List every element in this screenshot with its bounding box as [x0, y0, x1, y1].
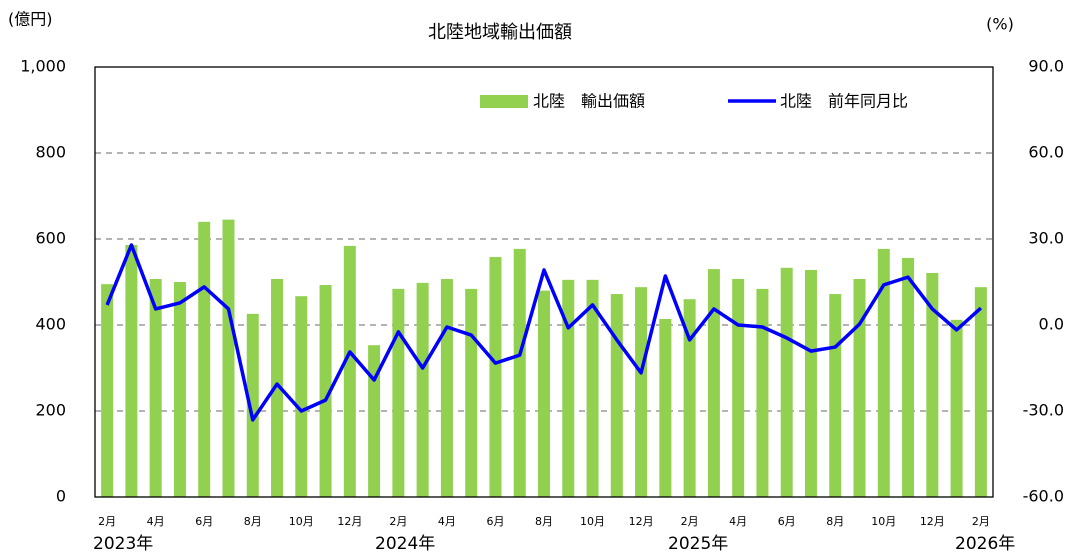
bar	[853, 278, 866, 497]
y2-tick-label: -30.0	[1023, 401, 1064, 420]
bar	[392, 288, 405, 497]
x-tick-label: 12月	[920, 515, 945, 528]
plot-frame	[94, 66, 994, 498]
bar	[562, 279, 575, 497]
y-tick-label: 1,000	[20, 57, 66, 76]
bar	[707, 269, 720, 497]
bar	[756, 288, 769, 497]
y-unit: (億円)	[8, 10, 53, 29]
x-tick-label: 2月	[681, 515, 699, 528]
bar	[465, 288, 478, 497]
x-tick-label: 6月	[778, 515, 796, 528]
bar	[780, 267, 793, 497]
bar	[513, 248, 526, 497]
bar	[198, 221, 211, 498]
bar	[538, 290, 550, 497]
x-tick-label: 10月	[289, 515, 314, 528]
bar	[101, 284, 114, 497]
y2-tick-label: -60.0	[1023, 487, 1064, 506]
bar	[659, 318, 672, 497]
year-label: 2023年	[93, 534, 153, 554]
x-tick-label: 8月	[826, 515, 844, 528]
x-tick-label: 2月	[972, 515, 990, 528]
legend-swatch	[480, 95, 528, 108]
bar	[295, 296, 308, 497]
year-label: 2025年	[668, 534, 728, 554]
line-series	[105, 243, 983, 422]
x-tick-label: 10月	[580, 515, 605, 528]
bar	[635, 287, 648, 497]
y-tick-label: 200	[35, 401, 66, 420]
bar	[343, 245, 356, 497]
y2-tick-label: 90.0	[1028, 57, 1064, 76]
y2-tick-label: 30.0	[1028, 229, 1064, 248]
bar	[804, 269, 817, 497]
x-tick-label: 12月	[337, 515, 362, 528]
x-tick-label: 6月	[486, 515, 504, 528]
x-tick-label: 8月	[244, 515, 262, 528]
year-label: 2024年	[375, 534, 435, 554]
bar	[950, 319, 963, 497]
legend-label: 北陸 輸出価額	[533, 92, 645, 111]
bar	[271, 278, 284, 497]
y-tick-label: 400	[35, 315, 66, 334]
bar	[489, 257, 502, 497]
x-tick-label: 2月	[389, 515, 407, 528]
x-tick-label: 4月	[438, 515, 456, 528]
x-tick-label: 8月	[535, 515, 553, 528]
x-tick-label: 12月	[629, 515, 654, 528]
x-tick-label: 2月	[98, 515, 116, 528]
bar	[319, 285, 332, 497]
bar	[246, 313, 259, 497]
bar	[440, 278, 453, 497]
x-tick-label: 4月	[147, 515, 165, 528]
bar	[586, 279, 599, 497]
bar	[974, 287, 987, 497]
bar	[368, 345, 381, 497]
chart-title: 北陸地域輸出価額	[428, 22, 572, 43]
y-tick-label: 0	[56, 487, 66, 506]
x-tick-label: 10月	[871, 515, 896, 528]
bar	[902, 257, 915, 497]
bar	[125, 245, 138, 497]
y2-unit: (%)	[986, 15, 1014, 34]
x-tick-label: 4月	[729, 515, 747, 528]
bar	[610, 294, 623, 497]
y-tick-label: 800	[35, 143, 66, 162]
bar	[829, 294, 842, 497]
y-tick-label: 600	[35, 229, 66, 248]
bar	[683, 299, 696, 497]
legend-label: 北陸 前年同月比	[780, 92, 908, 111]
bar	[877, 248, 890, 497]
year-label: 2026年	[955, 534, 1015, 554]
bar	[222, 219, 235, 497]
bar	[416, 282, 429, 497]
bar	[173, 282, 186, 497]
y2-tick-label: 60.0	[1028, 143, 1064, 162]
y2-tick-label: 0.0	[1039, 315, 1064, 334]
x-tick-label: 6月	[195, 515, 213, 528]
bar	[732, 278, 745, 497]
bar	[926, 272, 939, 497]
bar	[149, 278, 162, 497]
